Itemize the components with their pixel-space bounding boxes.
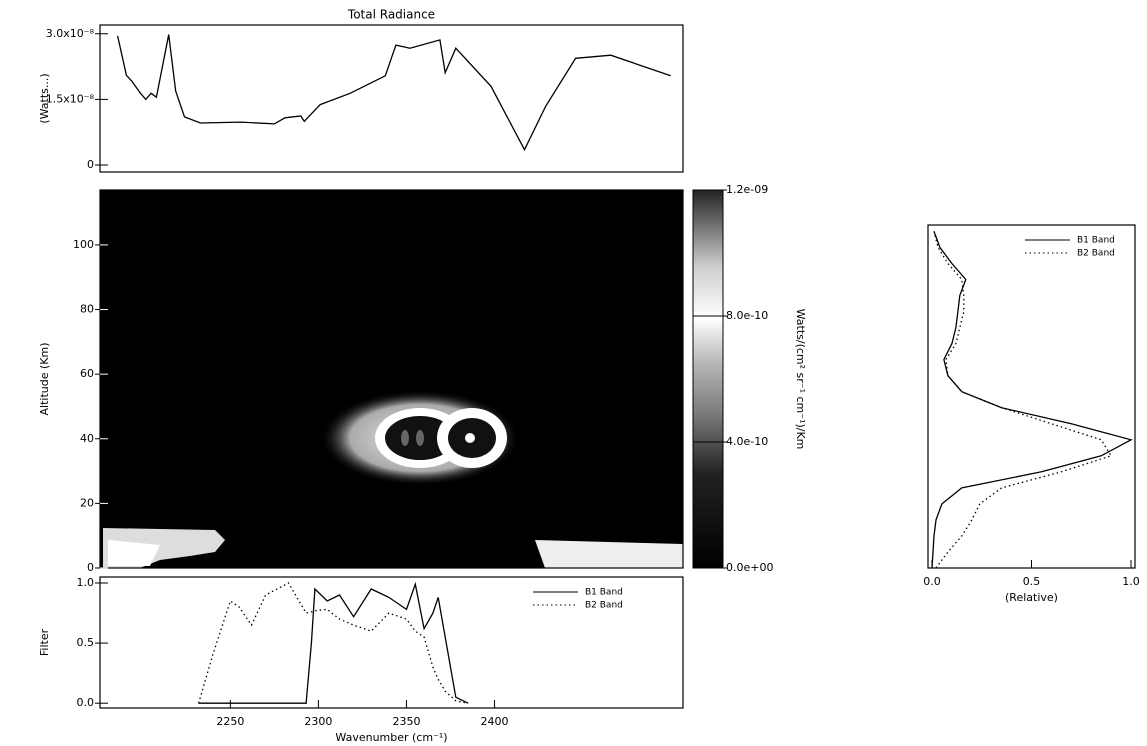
plot-frame xyxy=(927,224,1136,569)
y-tick-label: 20 xyxy=(80,496,94,509)
series-line xyxy=(116,34,671,152)
y-tick-label: 1.0 xyxy=(77,576,95,589)
colorbar-tick-label: 0.0e+00 xyxy=(726,561,773,574)
colorbar-tick-label: 8.0e-10 xyxy=(726,309,768,322)
legend-label: B2 Band xyxy=(1077,249,1115,259)
colorbar xyxy=(692,189,724,569)
chart-title: Total Radiance xyxy=(347,8,435,22)
y-tick-label: 100 xyxy=(73,238,94,251)
y-axis-label: (Watts...) xyxy=(38,73,51,123)
series-line xyxy=(933,231,1113,569)
x-tick-label: 2350 xyxy=(392,715,420,728)
series-line xyxy=(198,581,469,704)
y-axis-label: Altitude (Km) xyxy=(38,343,51,416)
x-tick-label: 2300 xyxy=(304,715,332,728)
plot-frame xyxy=(99,576,684,709)
plot-frame xyxy=(99,24,684,173)
y-tick-label: 1.5x10⁻⁸ xyxy=(46,92,95,105)
colorbar-tick-label: 1.2e-09 xyxy=(726,183,768,196)
y-tick-label: 80 xyxy=(80,303,94,316)
y-tick-label: 0.0 xyxy=(77,696,95,709)
colorbar-tick-label: 4.0e-10 xyxy=(726,435,768,448)
x-tick-label: 0.0 xyxy=(923,575,941,588)
legend-label: B1 Band xyxy=(1077,236,1115,246)
colorbar-label: Watts/(cm² sr⁻¹ cm⁻¹)/Km xyxy=(794,309,807,450)
legend-label: B2 Band xyxy=(585,601,623,611)
x-axis-label: Wavenumber (cm⁻¹) xyxy=(335,731,447,744)
x-tick-label: 2400 xyxy=(481,715,509,728)
x-axis-label: (Relative) xyxy=(1005,591,1058,604)
y-tick-label: 3.0x10⁻⁸ xyxy=(46,27,95,40)
legend-label: B1 Band xyxy=(585,588,623,598)
y-tick-label: 40 xyxy=(80,432,94,445)
series-line xyxy=(197,582,469,704)
x-tick-label: 1.0 xyxy=(1122,575,1140,588)
y-axis-label: Filter xyxy=(38,628,51,656)
y-tick-label: 0 xyxy=(87,158,94,171)
x-tick-label: 2250 xyxy=(216,715,244,728)
y-tick-label: 0.5 xyxy=(77,636,95,649)
plot-frame xyxy=(99,189,684,569)
x-tick-label: 0.5 xyxy=(1023,575,1041,588)
series-line xyxy=(931,231,1133,569)
y-tick-label: 60 xyxy=(80,367,94,380)
y-tick-label: 0 xyxy=(87,561,94,574)
contour-image xyxy=(100,190,683,568)
